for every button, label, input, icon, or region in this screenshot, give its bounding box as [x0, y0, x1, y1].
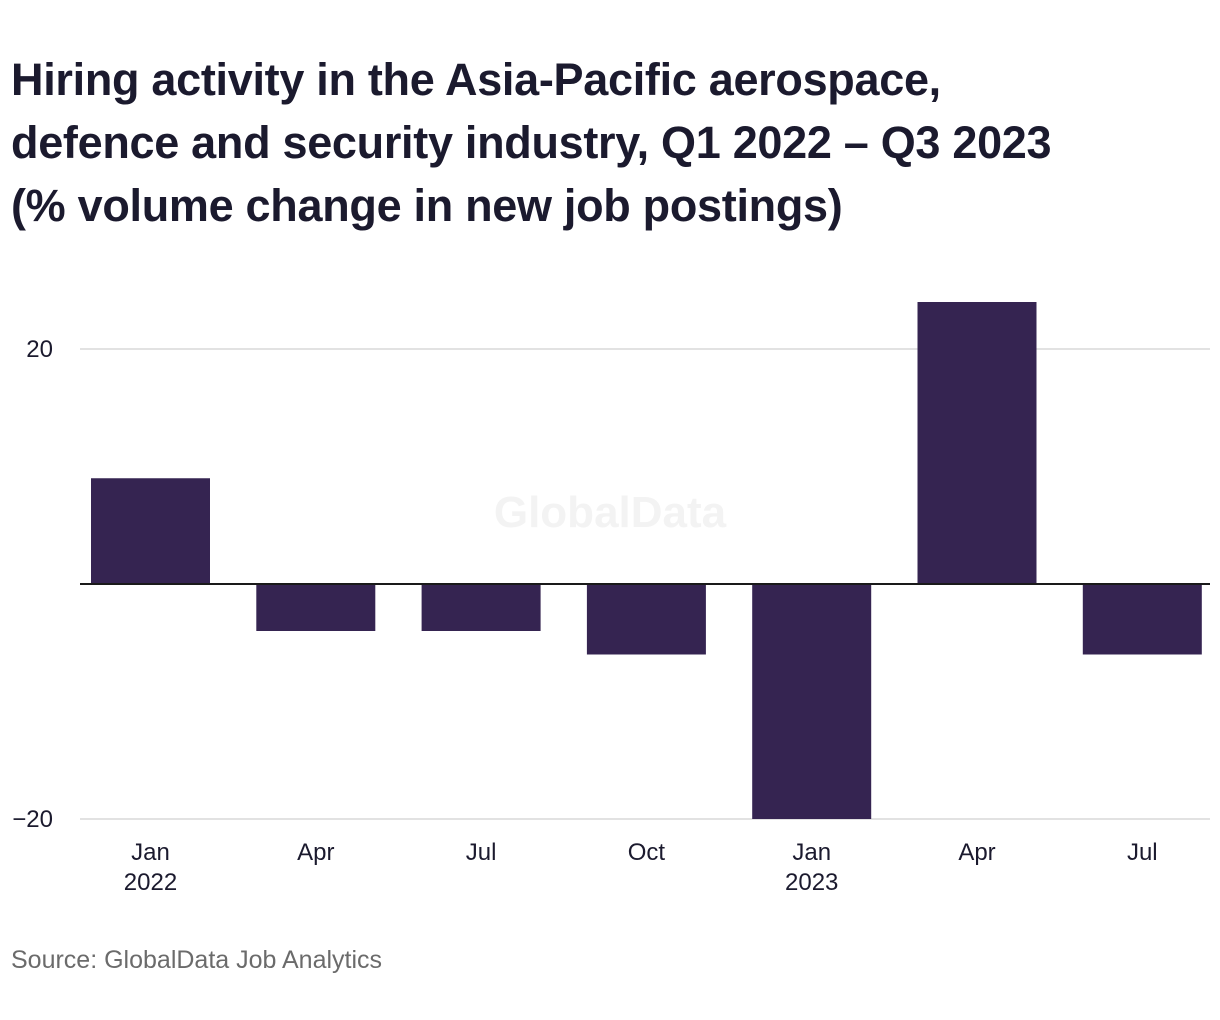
chart-title: Hiring activity in the Asia-Pacific aero… [11, 48, 1201, 237]
bar-q2-2022 [256, 584, 376, 631]
x-tick-month: Apr [958, 839, 995, 866]
title-line-2: defence and security industry, Q1 2022 –… [11, 117, 1052, 168]
source-note: Source: GlobalData Job Analytics [11, 946, 383, 974]
bar-q2-2023 [917, 302, 1037, 584]
x-tick-month: Jul [466, 839, 497, 866]
bar-layer [91, 302, 1202, 819]
x-tick-year: 2022 [124, 869, 177, 896]
bar-q1-2023 [752, 584, 872, 819]
y-tick-label: 20 [26, 336, 53, 363]
x-tick-month: Apr [297, 839, 334, 866]
title-line-3: (% volume change in new job postings) [11, 180, 843, 231]
x-tick-month: Jan [792, 839, 831, 866]
x-tick-month: Jan [131, 839, 170, 866]
title-line-1: Hiring activity in the Asia-Pacific aero… [11, 54, 941, 105]
x-tick-year: 2023 [785, 869, 838, 896]
watermark: GlobalData [494, 488, 727, 537]
bar-q4-2022 [586, 584, 706, 655]
y-tick-label: −20 [12, 806, 53, 833]
x-tick-month: Oct [628, 839, 666, 866]
y-axis-ticks: 20 −20 [12, 336, 53, 833]
bar-q3-2022 [421, 584, 541, 631]
x-axis-ticks: Jan 2022 Apr Jul Oct Jan 2023 Apr Jul [124, 839, 1158, 896]
bar-q1-2022 [91, 478, 210, 584]
bar-q3-2023 [1082, 584, 1202, 655]
x-tick-month: Jul [1127, 839, 1158, 866]
